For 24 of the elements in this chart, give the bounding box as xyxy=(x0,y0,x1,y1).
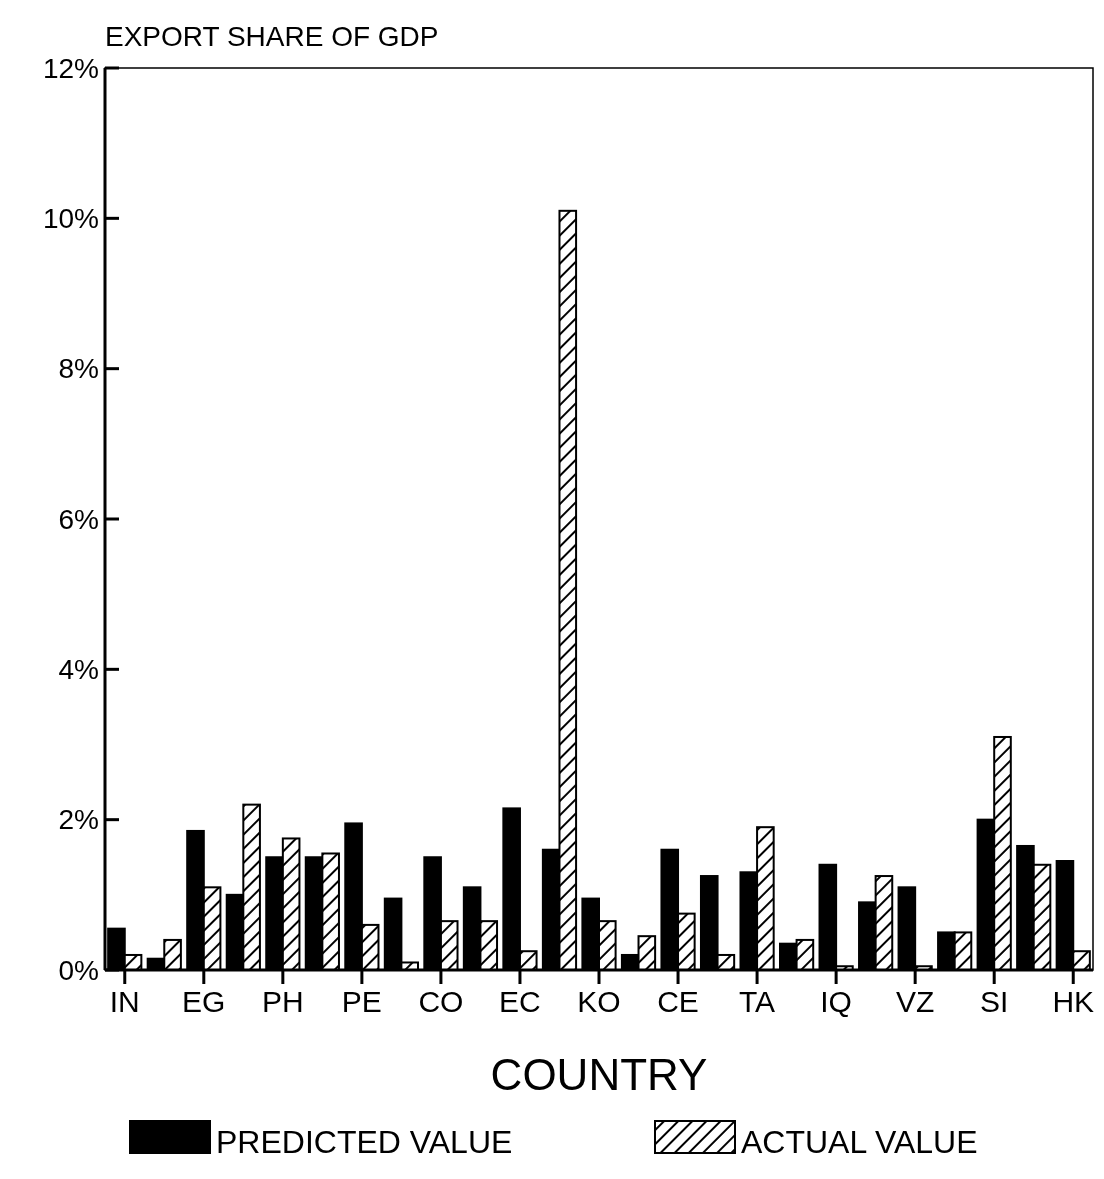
y-tick-label: 2% xyxy=(58,804,99,836)
x-tick-label: PH xyxy=(262,985,304,1018)
y-tick-label: 6% xyxy=(58,503,99,535)
x-tick-label: IQ xyxy=(820,985,852,1018)
x-tick-label: HK xyxy=(1052,985,1095,1018)
x-tick-label: VZ xyxy=(895,985,935,1018)
x-tick-label: IN xyxy=(109,985,140,1018)
y-tick-label: 0% xyxy=(58,954,99,986)
chart-title: EXPORT SHARE OF GDP xyxy=(105,21,439,52)
x-tick-label: TA xyxy=(739,985,776,1018)
x-axis-title: COUNTRY xyxy=(490,1050,708,1099)
x-tick-label: CO xyxy=(418,985,464,1018)
y-tick-label: 8% xyxy=(58,353,99,385)
x-tick-label: KO xyxy=(577,985,621,1018)
y-tick-label: 4% xyxy=(58,654,99,686)
x-tick-label: EG xyxy=(182,985,226,1018)
x-tick-label: EC xyxy=(499,985,541,1018)
legend-label: ACTUAL VALUE xyxy=(741,1124,978,1160)
x-tick-label: CE xyxy=(657,985,699,1018)
y-tick-label: 10% xyxy=(42,203,99,235)
x-tick-label: SI xyxy=(980,985,1009,1018)
legend-label: PREDICTED VALUE xyxy=(216,1124,513,1160)
x-tick-label: PE xyxy=(341,985,382,1018)
y-tick-label: 12% xyxy=(42,52,99,84)
